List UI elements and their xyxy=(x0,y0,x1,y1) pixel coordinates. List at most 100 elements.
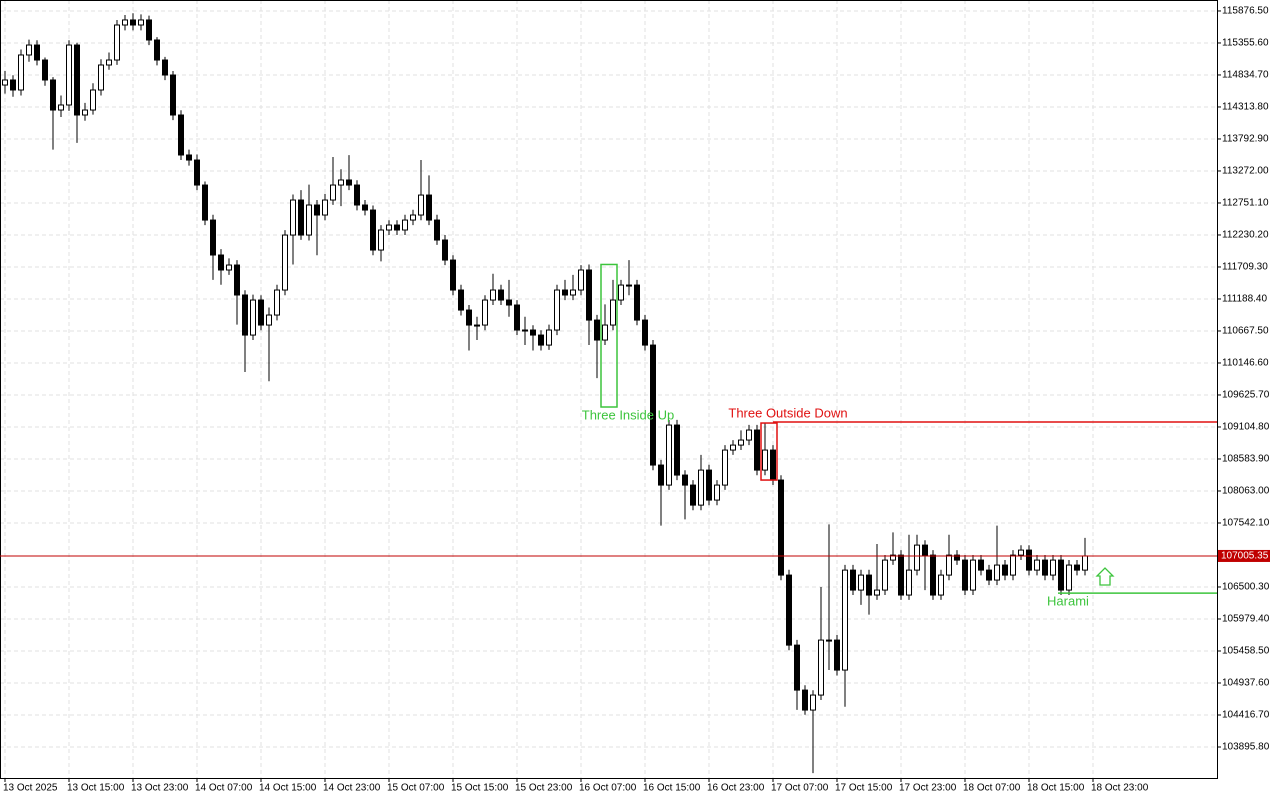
candle-body xyxy=(666,424,672,486)
candle-body xyxy=(850,569,856,591)
candle-body xyxy=(618,284,624,301)
x-tick-label: 16 Oct 07:00 xyxy=(579,783,637,794)
candle-body xyxy=(554,289,560,331)
y-tick-label: 114313.80 xyxy=(1222,102,1269,113)
candle-body xyxy=(634,284,640,321)
candle-body xyxy=(882,559,888,591)
candle-body xyxy=(994,564,1000,581)
candle-body xyxy=(106,59,112,66)
candle-body xyxy=(466,309,472,326)
x-tick-label: 15 Oct 07:00 xyxy=(387,783,445,794)
x-tick-label: 16 Oct 15:00 xyxy=(643,783,701,794)
candle-body xyxy=(562,289,568,296)
candle-body xyxy=(986,569,992,581)
candle-body xyxy=(658,464,664,486)
y-tick-label: 115876.50 xyxy=(1222,6,1269,17)
candle-body xyxy=(58,104,64,111)
y-tick-label: 115355.60 xyxy=(1222,38,1269,49)
candle-body xyxy=(522,329,528,332)
candle-body xyxy=(730,444,736,451)
candle-body xyxy=(530,329,536,336)
x-tick-label: 17 Oct 07:00 xyxy=(771,783,829,794)
candle-body xyxy=(234,264,240,296)
candle-body xyxy=(586,269,592,321)
candle-body xyxy=(250,299,256,336)
candle-body xyxy=(970,559,976,591)
candle-body xyxy=(186,154,192,161)
plot-frame xyxy=(0,0,1218,779)
candle-body xyxy=(298,199,304,236)
candle-body xyxy=(570,289,576,296)
candle-body xyxy=(650,344,656,466)
candle-body xyxy=(834,639,840,671)
candle-body xyxy=(18,54,24,91)
candle-body xyxy=(898,554,904,596)
candle-body xyxy=(386,224,392,231)
y-tick-label: 108583.90 xyxy=(1222,454,1270,465)
candle-body xyxy=(258,299,264,326)
candle-body xyxy=(194,159,200,186)
y-tick-label: 113792.90 xyxy=(1222,134,1269,145)
x-tick-label: 16 Oct 23:00 xyxy=(707,783,765,794)
pattern-label: Harami xyxy=(1047,594,1089,609)
candle-body xyxy=(482,299,488,326)
x-tick-label: 18 Oct 07:00 xyxy=(963,783,1021,794)
candle-body xyxy=(74,44,80,116)
candle-body xyxy=(34,44,40,61)
candle-body xyxy=(282,234,288,291)
x-tick-label: 14 Oct 07:00 xyxy=(195,783,253,794)
candle-body xyxy=(690,484,696,506)
x-tick-label: 18 Oct 15:00 xyxy=(1027,783,1085,794)
y-tick-label: 105458.50 xyxy=(1222,646,1270,657)
candle-body xyxy=(442,239,448,261)
candle-body xyxy=(762,449,768,471)
y-tick-label: 104416.70 xyxy=(1222,710,1270,721)
candle-body xyxy=(858,574,864,591)
pattern-label: Three Inside Up xyxy=(582,407,675,422)
y-tick-label: 105979.40 xyxy=(1222,614,1270,625)
candle-body xyxy=(746,429,752,441)
candle-body xyxy=(682,474,688,486)
y-tick-label: 114834.70 xyxy=(1222,70,1269,81)
candle-body xyxy=(410,214,416,221)
candle-body xyxy=(90,89,96,111)
candle-body xyxy=(794,644,800,691)
candle-body xyxy=(450,259,456,291)
candle-body xyxy=(242,294,248,336)
candle-body xyxy=(1058,559,1064,591)
candle-body xyxy=(706,469,712,501)
candle-body xyxy=(778,479,784,576)
candle-body xyxy=(474,324,480,327)
candle-body xyxy=(578,269,584,291)
candle-body xyxy=(866,574,872,596)
candle-body xyxy=(314,204,320,216)
candle-body xyxy=(42,59,48,81)
y-tick-label: 109625.70 xyxy=(1222,390,1270,401)
candle-body xyxy=(1002,564,1008,576)
candle-body xyxy=(1018,549,1024,556)
y-tick-label: 103895.80 xyxy=(1222,742,1270,753)
y-tick-label: 112230.20 xyxy=(1222,230,1269,241)
last-price-box xyxy=(1218,549,1270,562)
candle-body xyxy=(378,229,384,251)
y-tick-label: 110146.60 xyxy=(1222,358,1269,369)
y-tick-label: 107542.10 xyxy=(1222,518,1270,529)
candle-body xyxy=(202,184,208,221)
candle-body xyxy=(146,19,152,41)
candle-body xyxy=(498,289,504,301)
candle-body xyxy=(514,304,520,331)
candle-body xyxy=(546,329,552,346)
x-tick-label: 17 Oct 23:00 xyxy=(899,783,957,794)
candle-body xyxy=(274,289,280,316)
candle-body xyxy=(1042,559,1048,576)
x-tick-label: 14 Oct 23:00 xyxy=(323,783,381,794)
y-tick-label: 111188.40 xyxy=(1222,294,1267,305)
y-tick-label: 109104.80 xyxy=(1222,422,1270,433)
candle-body xyxy=(826,639,832,642)
candle-body xyxy=(210,219,216,256)
x-tick-label: 14 Oct 15:00 xyxy=(259,783,317,794)
candle-body xyxy=(922,544,928,556)
candle-body xyxy=(906,569,912,596)
x-tick-label: 18 Oct 23:00 xyxy=(1091,783,1149,794)
